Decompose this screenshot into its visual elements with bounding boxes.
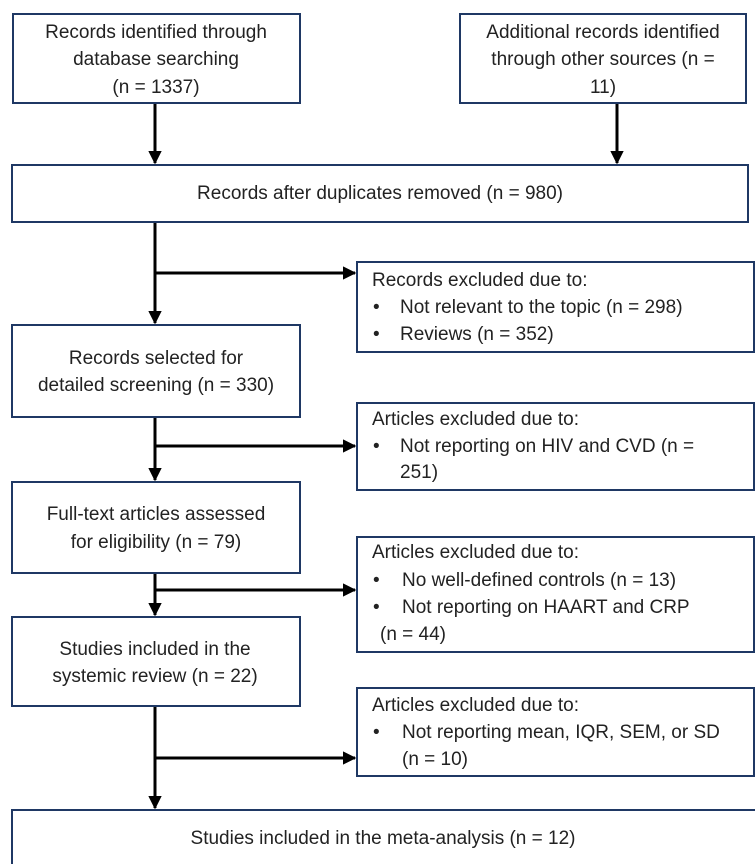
- bullet: •: [373, 297, 380, 318]
- box: [11, 164, 749, 223]
- box-text: Records selected for: [69, 348, 244, 369]
- box-text: Additional records identified: [486, 22, 719, 43]
- box-text: Not reporting on HIV and CVD (n =: [400, 436, 694, 457]
- bullet: •: [373, 722, 380, 743]
- connectors: [148, 103, 624, 810]
- box-text: Not relevant to the topic (n = 298): [400, 297, 683, 318]
- box-heading: Articles excluded due to:: [372, 542, 579, 563]
- box-text: for eligibility (n = 79): [71, 532, 242, 553]
- box: [459, 13, 747, 104]
- box-text: Reviews (n = 352): [400, 324, 554, 345]
- box-text: (n = 10): [402, 749, 468, 770]
- box-text: Not reporting mean, IQR, SEM, or SD: [402, 722, 720, 743]
- box-text: (n = 44): [380, 624, 446, 645]
- bullet: •: [373, 597, 380, 618]
- box-heading: Articles excluded due to:: [372, 695, 579, 716]
- box: [11, 481, 301, 574]
- exclusion-box: [356, 536, 755, 653]
- box-text: Studies included in the: [59, 639, 250, 660]
- box-text: Studies included in the meta-analysis (n…: [191, 828, 576, 849]
- exclusion-box: [356, 687, 755, 777]
- box: [11, 616, 301, 707]
- box-text: detailed screening (n = 330): [38, 375, 274, 396]
- box: [11, 324, 301, 418]
- box-heading: Records excluded due to:: [372, 270, 587, 291]
- box-text: database searching: [73, 49, 239, 70]
- bullet: •: [373, 436, 380, 457]
- box-text: Not reporting on HAART and CRP: [402, 597, 690, 618]
- bullet: •: [373, 570, 380, 591]
- box-text: Records after duplicates removed (n = 98…: [197, 183, 563, 204]
- box-text: Full-text articles assessed: [47, 504, 266, 525]
- box-text: 11): [590, 77, 616, 98]
- box-heading: Articles excluded due to:: [372, 409, 579, 430]
- box-text: Records identified through: [45, 22, 267, 43]
- exclusion-box: [356, 402, 755, 491]
- box-text: 251): [400, 462, 438, 483]
- box-text: (n = 1337): [112, 77, 199, 98]
- box: [11, 809, 755, 864]
- box: [12, 13, 301, 104]
- bullet: •: [373, 324, 380, 345]
- box-text: through other sources (n =: [491, 49, 714, 70]
- box-text: systemic review (n = 22): [52, 666, 257, 687]
- exclusion-box: [356, 261, 755, 353]
- box-text: No well-defined controls (n = 13): [402, 570, 676, 591]
